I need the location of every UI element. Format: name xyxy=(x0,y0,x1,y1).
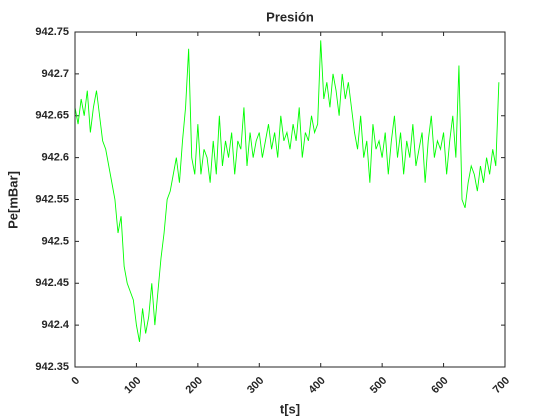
y-tick-label: 942.35 xyxy=(35,361,69,373)
y-tick-label: 942.45 xyxy=(35,277,69,289)
x-tick-label: 100 xyxy=(122,375,143,396)
axes-box xyxy=(74,31,506,368)
x-tick-label: 700 xyxy=(491,375,512,396)
x-tick-label: 300 xyxy=(245,375,266,396)
x-tick-label: 200 xyxy=(184,375,205,396)
y-tick-label: 942.5 xyxy=(41,235,69,247)
y-tick-label: 942.7 xyxy=(41,68,69,80)
x-tick-label: 0 xyxy=(69,375,82,388)
y-tick-label: 942.4 xyxy=(41,319,69,331)
x-axis-label: t[s] xyxy=(280,401,300,416)
x-tick-label: 600 xyxy=(429,375,450,396)
y-tick-label: 942.6 xyxy=(41,152,69,164)
x-tick-label: 400 xyxy=(306,375,327,396)
y-tick-label: 942.55 xyxy=(35,193,69,205)
y-tick-label: 942.65 xyxy=(35,110,69,122)
y-axis-label: Pe[mBar] xyxy=(5,171,20,229)
data-line xyxy=(74,40,500,342)
y-tick-label: 942.75 xyxy=(35,26,69,38)
x-tick-label: 500 xyxy=(368,375,389,396)
plot-area xyxy=(75,32,505,367)
chart-title: Presión xyxy=(266,9,314,24)
